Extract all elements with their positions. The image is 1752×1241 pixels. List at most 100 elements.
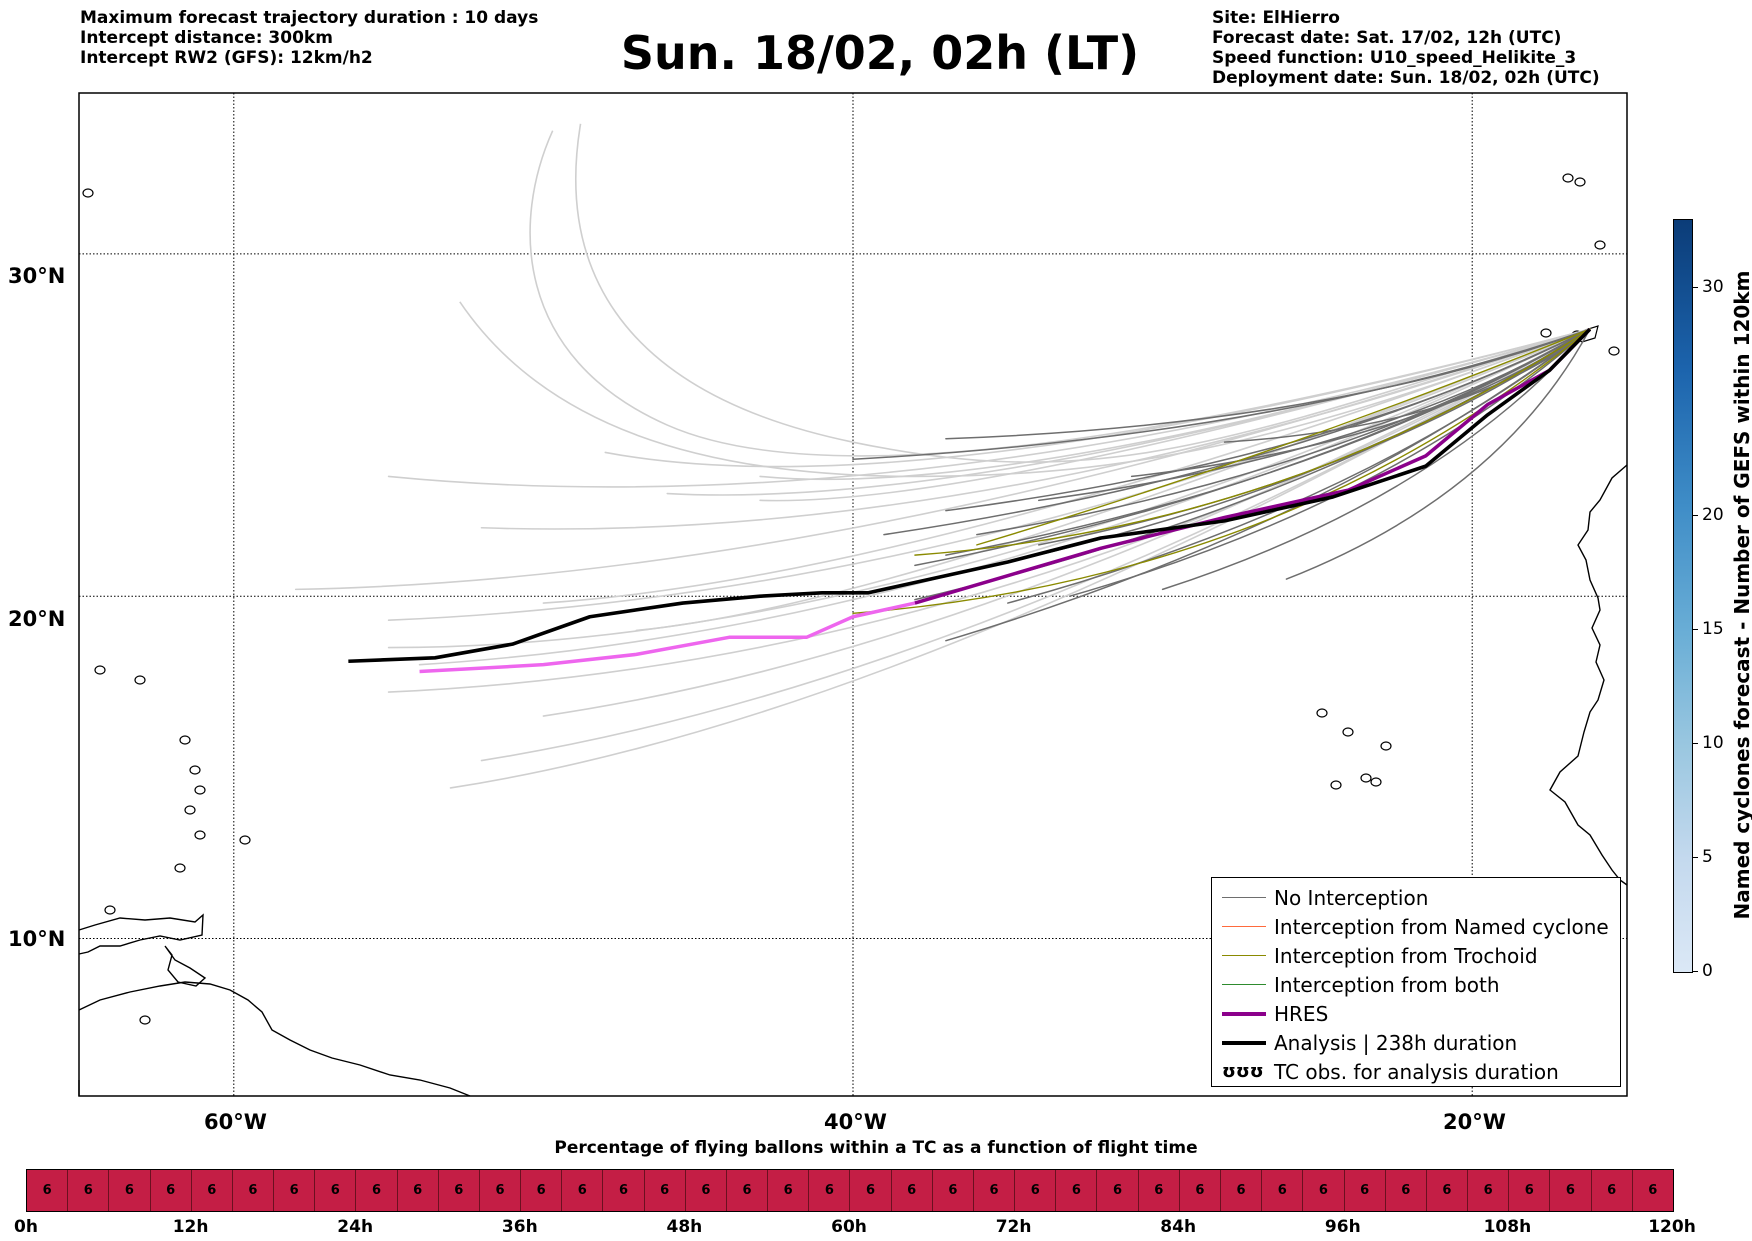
intercept-distance-text: Intercept distance: 300km	[80, 28, 333, 48]
no-interception-trajectory-1	[852, 328, 1591, 461]
lat-label-20: 20°N	[8, 607, 66, 631]
colorbar-tick	[1692, 629, 1698, 631]
percentage-cell: 6	[1592, 1170, 1633, 1211]
coastline-0	[1549, 464, 1628, 886]
colorbar-tick-label: 0	[1702, 961, 1713, 981]
lat-label-30: 30°N	[8, 264, 66, 288]
island-10	[139, 1015, 151, 1025]
percentage-bar-title: Percentage of flying ballons within a TC…	[554, 1138, 1198, 1158]
colorbar-tick-label: 20	[1702, 505, 1724, 526]
early-forecast-trajectory-6	[542, 328, 1591, 717]
lon-label-20w: 20°W	[1443, 1110, 1506, 1134]
percentage-cell: 6	[892, 1170, 933, 1211]
trochoid-trajectory-3	[914, 328, 1591, 556]
lon-label-40w: 40°W	[824, 1110, 887, 1134]
colorbar	[1673, 219, 1693, 973]
colorbar-tick	[1692, 287, 1698, 289]
percentage-cell: 6	[645, 1170, 686, 1211]
island-20	[1562, 173, 1574, 183]
forecast-date-text: Forecast date: Sat. 17/02, 12h (UTC)	[1212, 28, 1562, 48]
coastline-2	[78, 913, 204, 955]
curl-trajectory-3	[459, 301, 1591, 478]
island-11	[1316, 708, 1328, 718]
percentage-cell: 6	[1056, 1170, 1098, 1211]
percentage-cell: 6	[1550, 1170, 1592, 1211]
island-3	[189, 765, 201, 775]
coastline-1	[78, 981, 471, 1097]
percentage-cell: 6	[1509, 1170, 1551, 1211]
percentage-cell: 6	[1262, 1170, 1304, 1211]
hour-label: 84h	[1160, 1217, 1197, 1237]
percentage-cell: 6	[1468, 1170, 1510, 1211]
percentage-cell: 6	[1386, 1170, 1427, 1211]
hour-label: 0h	[14, 1217, 38, 1237]
percentage-cell: 6	[1427, 1170, 1469, 1211]
percentage-cell: 6	[727, 1170, 769, 1211]
map-frame	[78, 92, 1628, 1097]
percentage-cell: 6	[562, 1170, 604, 1211]
hour-label: 12h	[172, 1217, 209, 1237]
percentage-cell: 6	[480, 1170, 522, 1211]
island-23	[82, 188, 94, 198]
island-19	[1608, 346, 1620, 356]
colorbar-title: Named cyclones forecast - Number of GEFS…	[1730, 270, 1752, 920]
island-9	[104, 905, 116, 915]
hres-trajectory-early	[419, 601, 916, 674]
colorbar-tick-label: 5	[1702, 847, 1713, 868]
hour-label: 60h	[831, 1217, 867, 1237]
trochoid-trajectory-2	[976, 328, 1591, 546]
map-legend: No Interception Interception from Named …	[1211, 877, 1621, 1087]
island-15	[1330, 780, 1342, 790]
lat-label-10: 10°N	[8, 927, 66, 951]
percentage-cell: 6	[850, 1170, 892, 1211]
lon-label-60w: 60°W	[204, 1110, 267, 1134]
hour-label: 96h	[1324, 1217, 1361, 1237]
percentage-cell: 6	[439, 1170, 480, 1211]
curl-trajectory-1	[529, 130, 1591, 457]
colorbar-tick	[1692, 515, 1698, 517]
island-5	[184, 805, 196, 815]
percentage-cell: 6	[274, 1170, 316, 1211]
header-info-left: Maximum forecast trajectory duration : 1…	[80, 8, 538, 68]
percentage-cell: 6	[109, 1170, 151, 1211]
hour-label: 48h	[666, 1217, 703, 1237]
early-forecast-trajectory-14	[542, 328, 1591, 604]
percentage-cell: 6	[27, 1170, 69, 1211]
hour-label: 24h	[337, 1217, 374, 1237]
hour-label: 108h	[1483, 1217, 1532, 1237]
no-interception-trajectory-15	[914, 328, 1591, 567]
percentage-cell: 6	[192, 1170, 233, 1211]
speed-function-text: Speed function: U10_speed_Helikite_3	[1212, 48, 1577, 68]
percentage-cell: 6	[768, 1170, 810, 1211]
island-17	[1540, 328, 1552, 338]
island-13	[1380, 741, 1392, 751]
tc-symbol-icon: ʊʊʊ	[1222, 1061, 1264, 1082]
header-info-right: Site: ElHierro Forecast date: Sat. 17/02…	[1212, 8, 1600, 88]
island-21	[1574, 177, 1586, 187]
early-forecast-trajectory-7	[387, 328, 1591, 488]
percentage-cell: 6	[1221, 1170, 1263, 1211]
no-interception-trajectory-17	[1285, 328, 1591, 580]
percentage-cell: 6	[809, 1170, 851, 1211]
colorbar-tick	[1692, 857, 1698, 859]
percentage-cell: 6	[151, 1170, 192, 1211]
island-4	[194, 785, 206, 795]
percentage-cell: 6	[1139, 1170, 1180, 1211]
hour-label: 120h	[1648, 1217, 1696, 1237]
hour-label: 72h	[995, 1217, 1032, 1237]
island-12	[1342, 727, 1354, 737]
colorbar-tick	[1692, 743, 1698, 745]
percentage-cell: 6	[233, 1170, 275, 1211]
percentage-cell: 6	[933, 1170, 974, 1211]
island-14	[1370, 777, 1382, 787]
no-interception-trajectory-8	[1007, 328, 1591, 604]
island-2	[179, 735, 191, 745]
intercept-rw2-text: Intercept RW2 (GFS): 12km/h2	[80, 48, 373, 68]
percentage-cell: 6	[1015, 1170, 1057, 1211]
island-6	[194, 830, 206, 840]
percentage-cell: 6	[521, 1170, 563, 1211]
early-forecast-trajectory-2	[387, 328, 1591, 649]
colorbar-tick-label: 10	[1702, 733, 1724, 754]
analysis-trajectory	[348, 327, 1592, 664]
percentage-cell: 6	[1097, 1170, 1139, 1211]
